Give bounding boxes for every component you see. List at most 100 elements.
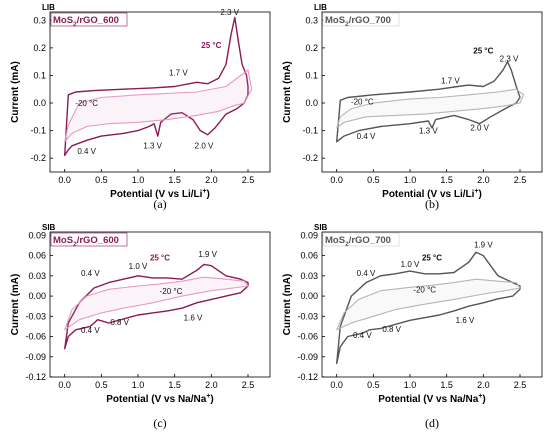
peak-label: 1.9 V: [198, 250, 217, 259]
temp-label-low: -20 °C: [413, 286, 436, 295]
y-tick-label: -0.09: [297, 352, 318, 362]
x-tick-label: 2.0: [477, 175, 490, 185]
peak-label: 0.8 V: [382, 325, 401, 334]
peak-label: 0.4 V: [81, 269, 100, 278]
sample-label-box: [322, 12, 400, 27]
y-tick-label: 0.06: [300, 251, 318, 261]
x-tick-label: 2.5: [514, 175, 527, 185]
x-tick-label: 2.0: [205, 175, 218, 185]
y-tick-label: -0.1: [302, 126, 318, 136]
x-tick-label: 0.0: [330, 380, 343, 390]
x-tick-label: 1.5: [440, 175, 453, 185]
series-line-room-temp: [64, 263, 249, 350]
sample-label-box: [50, 232, 128, 247]
x-axis-label: Potential (V vs Li/Li+): [110, 188, 210, 200]
y-axis-label: Current (mA): [10, 61, 21, 123]
sample-label: MoS2/rGO_600: [53, 235, 119, 248]
x-tick-label: 0.5: [367, 380, 380, 390]
y-tick-label: -0.12: [297, 372, 318, 382]
sample-label-box: [322, 232, 400, 247]
y-tick-label: 0.00: [28, 291, 46, 301]
x-tick-label: 2.0: [205, 380, 218, 390]
panel-label: (c): [153, 416, 166, 430]
x-axis-label: Potential (V vs Na/Na+): [378, 393, 485, 405]
battery-type-tag: SIB: [314, 223, 328, 232]
y-tick-label: -0.1: [30, 126, 46, 136]
panel-c: 0.0 0.5 1.0 1.5 2.0 2.5 -0.12 -0.09 -0.06 -0.03 0.…: [10, 223, 271, 430]
y-tick-label: -0.09: [25, 352, 46, 362]
peak-label: 1.0 V: [401, 260, 420, 269]
panel-label: (b): [425, 197, 439, 211]
x-tick-label: 0.5: [367, 175, 380, 185]
y-axis-label: Current (mA): [10, 274, 21, 336]
series-line-room-temp: [64, 16, 249, 157]
y-tick-label: 0.03: [300, 271, 318, 281]
y-tick-label: 0.3: [305, 15, 318, 25]
x-tick-label: 0.5: [95, 175, 108, 185]
peak-label: 1.6 V: [456, 316, 475, 325]
series-line-room-temp: [336, 61, 521, 143]
x-tick-label: 0.0: [58, 175, 71, 185]
plot-frame: [321, 11, 543, 173]
battery-type-tag: LIB: [42, 3, 55, 12]
y-tick-label: 0.00: [300, 291, 318, 301]
peak-label: 2.3 V: [500, 55, 519, 64]
peak-label: 2.0 V: [195, 142, 214, 151]
y-tick-label: -0.2: [30, 153, 46, 163]
y-tick-label: -0.12: [25, 372, 46, 382]
battery-type-tag: LIB: [314, 3, 327, 12]
peak-label: 2.0 V: [470, 124, 489, 133]
sample-label: MoS2/rGO_700: [325, 15, 391, 28]
peak-label: 1.3 V: [419, 126, 438, 135]
sample-label-box: [50, 12, 128, 27]
peak-label: 0.4 V: [81, 326, 100, 335]
x-axis-label: Potential (V vs Li/Li+): [382, 188, 482, 200]
x-tick-label: 1.0: [404, 175, 417, 185]
plot-frame: [321, 231, 543, 378]
x-tick-label: 2.5: [242, 175, 255, 185]
plot-frame: [49, 11, 271, 173]
y-tick-label: 0.0: [33, 98, 46, 108]
y-tick-label: -0.03: [297, 311, 318, 321]
x-axis-label: Potential (V vs Na/Na+): [106, 393, 213, 405]
y-tick-label: -0.2: [302, 153, 318, 163]
y-tick-label: 0.0: [305, 98, 318, 108]
x-tick-label: 0.5: [95, 380, 108, 390]
y-tick-label: 0.09: [28, 230, 46, 240]
plot-frame: [49, 231, 271, 378]
panel-a: 0.0 0.5 1.0 1.5 2.0 2.5 -0.2 -0.1 0.0 0.1 0.2 0.3 Po…: [10, 3, 271, 211]
temp-label-low: -20 °C: [160, 287, 183, 296]
temp-label-main: 25 °C: [150, 253, 170, 262]
series-line-low-temp: [64, 276, 249, 331]
y-tick-label: 0.06: [28, 251, 46, 261]
temp-label-low: -20 °C: [75, 99, 98, 108]
x-tick-label: 0.0: [58, 380, 71, 390]
peak-label: 1.0 V: [129, 262, 148, 271]
y-tick-label: 0.1: [33, 70, 46, 80]
temp-label-main: 25 °C: [473, 46, 493, 55]
x-tick-label: 2.0: [477, 380, 490, 390]
x-tick-label: 1.0: [132, 175, 145, 185]
temp-label-low: -20 °C: [351, 97, 374, 106]
y-tick-label: -0.06: [297, 332, 318, 342]
y-tick-label: 0.09: [300, 230, 318, 240]
series-line-low-temp: [336, 88, 525, 129]
y-axis-label: Current (mA): [282, 274, 293, 336]
battery-type-tag: SIB: [42, 223, 56, 232]
y-tick-label: 0.1: [305, 70, 318, 80]
x-tick-label: 2.5: [514, 380, 527, 390]
x-tick-label: 1.0: [132, 380, 145, 390]
y-tick-label: -0.03: [25, 311, 46, 321]
peak-label: 1.7 V: [169, 68, 188, 77]
y-tick-label: 0.3: [33, 15, 46, 25]
y-tick-label: 0.03: [28, 271, 46, 281]
peak-label: 0.8 V: [110, 318, 129, 327]
x-tick-label: 1.5: [440, 380, 453, 390]
peak-label: 0.4 V: [357, 269, 376, 278]
sample-label: MoS2/rGO_700: [325, 235, 391, 248]
y-axis-label: Current (mA): [282, 61, 293, 123]
peak-label: 1.3 V: [143, 142, 162, 151]
x-tick-label: 1.5: [168, 380, 181, 390]
peak-label: 1.6 V: [184, 313, 203, 322]
